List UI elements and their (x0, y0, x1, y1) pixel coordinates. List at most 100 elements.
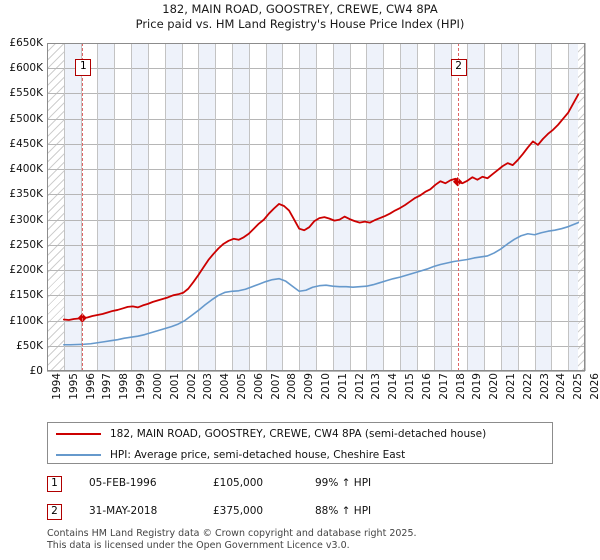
legend-item-price-paid: 182, MAIN ROAD, GOOSTREY, CREWE, CW4 8PA… (48, 423, 552, 444)
gridline-vertical (182, 43, 183, 371)
gridline-vertical (585, 43, 586, 371)
year-band (332, 43, 350, 371)
x-axis-tick-label: 2000 (151, 373, 164, 400)
x-axis-tick-label: 2004 (219, 373, 232, 400)
year-band (500, 43, 518, 371)
year-band (198, 43, 216, 371)
gridline-vertical (266, 43, 267, 371)
gridline-vertical (383, 43, 384, 371)
year-band (534, 43, 552, 371)
x-axis-tick-label: 2017 (437, 373, 450, 400)
gridline-vertical (299, 43, 300, 371)
no-data-hatch (47, 43, 64, 371)
y-axis-tick-label: £350K (9, 188, 43, 201)
gridline-vertical (249, 43, 250, 371)
gridline-vertical (551, 43, 552, 371)
y-axis-labels: £0 £50K £100K £150K £200K £250K £300K £350K £400… (0, 37, 43, 377)
footer-line-1: Contains HM Land Registry data © Crown c… (47, 528, 417, 539)
x-axis-tick-label: 1998 (118, 373, 131, 400)
year-band (63, 43, 81, 371)
marker-dashed-line (457, 43, 459, 371)
gridline-vertical (198, 43, 199, 371)
x-axis-tick-label: 2021 (504, 373, 517, 400)
marker-dashed-line (82, 43, 84, 371)
chart-legend: 182, MAIN ROAD, GOOSTREY, CREWE, CW4 8PA… (47, 422, 553, 464)
transaction-row-1[interactable]: 1 05-FEB-1996 £105,000 99% ↑ HPI (47, 474, 553, 496)
price-paid-line (62, 93, 580, 321)
gridline-vertical (484, 43, 485, 371)
x-axis-tick-label: 2002 (185, 373, 198, 400)
marker-number-box[interactable]: 2 (450, 59, 467, 76)
year-band (164, 43, 182, 371)
no-data-hatch (578, 43, 585, 371)
year-band (467, 43, 485, 371)
x-axis-tick-label: 2015 (404, 373, 417, 400)
transaction-number-2: 2 (47, 504, 62, 520)
y-axis-tick-label: £50K (16, 339, 43, 352)
legend-item-hpi: HPI: Average price, semi-detached house,… (48, 444, 552, 465)
year-band (299, 43, 316, 371)
gridline-vertical (97, 43, 98, 371)
year-bands (47, 43, 585, 371)
gridline-vertical (131, 43, 132, 371)
y-axis-tick-label: £150K (9, 289, 43, 302)
x-axis-tick-label: 1999 (135, 373, 148, 400)
x-axis-tick-label: 2025 (572, 373, 585, 400)
year-band (97, 43, 115, 371)
y-axis-tick-label: £0 (29, 365, 43, 377)
x-axis-tick-label: 2018 (454, 373, 467, 400)
gridline-vertical (282, 43, 283, 371)
transaction-row-2[interactable]: 2 31-MAY-2018 £375,000 88% ↑ HPI (47, 502, 553, 524)
x-axis-tick-label: 2005 (235, 373, 248, 400)
title-line-1: 182, MAIN ROAD, GOOSTREY, CREWE, CW4 8PA (162, 2, 438, 16)
transaction-hpi-delta-2: 88% ↑ HPI (315, 505, 372, 517)
title-line-2: Price paid vs. HM Land Registry's House … (135, 17, 465, 31)
year-band (366, 43, 384, 371)
legend-swatch-price-paid (56, 432, 101, 435)
x-axis-tick-label: 2020 (488, 373, 501, 400)
gridline-vertical (215, 43, 216, 371)
x-axis-tick-label: 2003 (202, 373, 215, 400)
y-axis-tick-label: £600K (9, 62, 43, 75)
x-axis-labels: 1994 1995 1996 1997 1998 1999 2000 2001 2002 2003… (47, 373, 600, 409)
x-axis-tick-label: 2023 (538, 373, 551, 400)
gridline-vertical (148, 43, 149, 371)
gridline-vertical (64, 43, 65, 371)
y-axis-tick-label: £100K (9, 314, 43, 327)
y-axis-tick-label: £500K (9, 112, 43, 125)
chart-title: 182, MAIN ROAD, GOOSTREY, CREWE, CW4 8PA… (0, 2, 600, 32)
gridline-vertical (81, 43, 82, 371)
x-axis-tick-label: 2010 (320, 373, 332, 400)
gridline-vertical (316, 43, 317, 371)
legend-swatch-hpi (56, 453, 101, 456)
gridline-vertical (232, 43, 233, 371)
transaction-price-1: £105,000 (213, 477, 264, 489)
x-axis-tick-label: 1996 (84, 373, 97, 400)
gridline-horizontal (47, 371, 585, 372)
gridline-vertical (467, 43, 468, 371)
transaction-number-1: 1 (47, 476, 62, 492)
marker-number-box[interactable]: 1 (75, 59, 92, 76)
x-axis-tick-label: 2013 (370, 373, 383, 400)
transaction-date-2: 31-MAY-2018 (89, 505, 158, 517)
gridline-vertical (417, 43, 418, 371)
gridline-vertical (114, 43, 115, 371)
gridline-vertical (451, 43, 452, 371)
x-axis-tick-label: 1994 (51, 373, 63, 400)
x-axis-tick-label: 2014 (387, 373, 400, 400)
gridline-vertical (518, 43, 519, 371)
x-axis-tick-label: 1995 (67, 373, 80, 400)
gridline-vertical (350, 43, 351, 371)
gridline-vertical (165, 43, 166, 371)
y-axis-tick-label: £400K (9, 163, 43, 176)
x-axis-tick-label: 2006 (252, 373, 265, 400)
x-axis-tick-label: 2008 (286, 373, 299, 400)
x-axis-tick-label: 2009 (303, 373, 316, 400)
y-axis-tick-label: £250K (9, 238, 43, 251)
gridline-vertical (333, 43, 334, 371)
transaction-date-1: 05-FEB-1996 (89, 477, 157, 489)
gridline-vertical (366, 43, 367, 371)
gridline-vertical (535, 43, 536, 371)
transaction-hpi-delta-1: 99% ↑ HPI (315, 477, 372, 489)
